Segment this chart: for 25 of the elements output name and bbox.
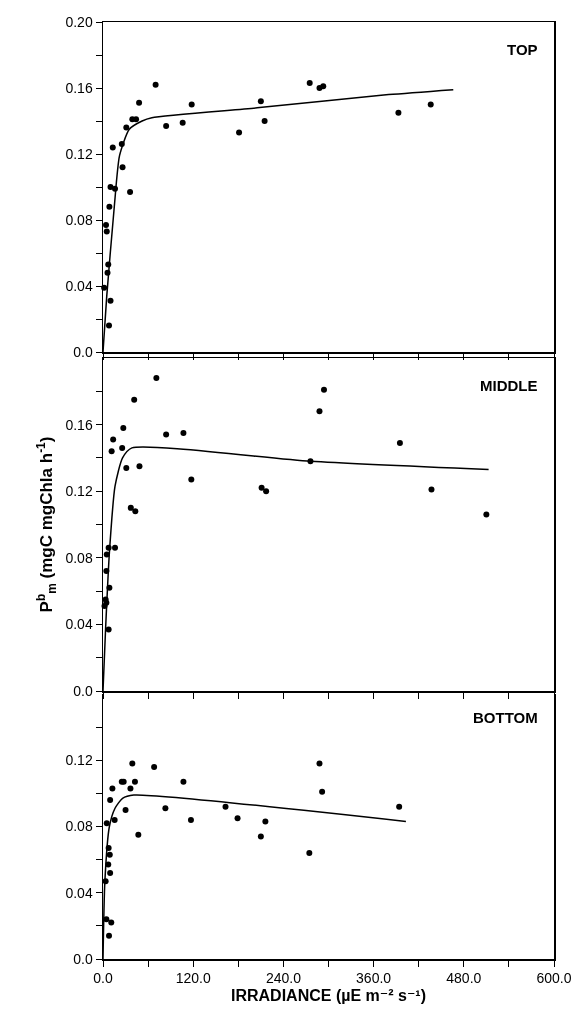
y-tick-label: 0.0 [73,682,93,699]
y-tick-label: 0.08 [65,549,93,566]
y-tick-label: 0.16 [65,416,93,433]
y-tick-label: 0.12 [65,752,93,769]
x-tick-label: 0.0 [93,970,113,987]
x-tick-label: 360.0 [356,970,392,987]
x-tick-label: 240.0 [265,970,302,987]
annotation: BOTTOM [473,709,538,726]
y-tick-label: 0.04 [65,616,93,633]
x-tick-label: 600.0 [536,970,572,987]
y-tick-label: 0.08 [65,211,93,228]
y-tick-label: 0.0 [73,343,93,360]
y-tick-label: 0.16 [65,79,93,96]
x-axis-title: IRRADIANCE (µE m⁻² s⁻¹) [231,986,426,1004]
y-tick-label: 0.12 [65,145,93,162]
y-tick-label: 0.20 [65,13,93,30]
y-tick-label: 0.08 [65,818,93,835]
y-tick-label: 0.04 [65,277,93,294]
annotation: MIDDLE [480,377,538,394]
y-tick-label: 0.04 [65,884,93,901]
y-tick-label: 0.0 [73,950,93,967]
y-tick-label: 0.12 [65,483,93,500]
x-tick-label: 120.0 [175,970,211,987]
x-tick-label: 480.0 [446,970,482,987]
annotation: TOP [507,41,538,58]
